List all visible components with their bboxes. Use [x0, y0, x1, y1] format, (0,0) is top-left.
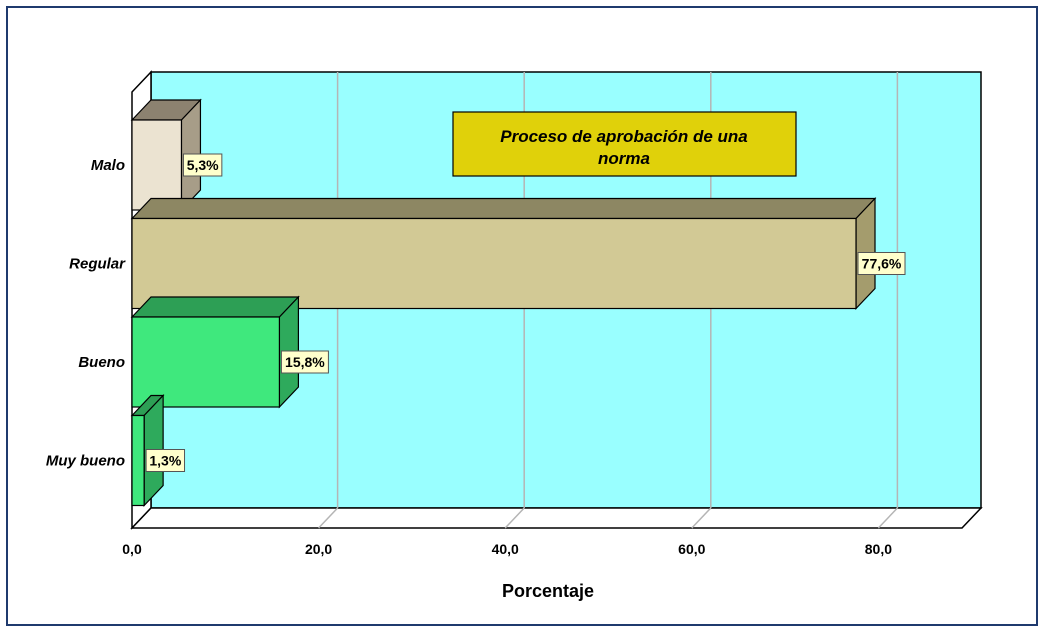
grid-line-floor [504, 507, 525, 529]
category-label: Malo [91, 157, 125, 174]
x-axis-title: Porcentaje [502, 581, 594, 601]
category-label: Muy bueno [46, 453, 125, 470]
bar-front [131, 316, 281, 408]
category-label: Bueno [78, 354, 125, 371]
bars: 5,3% 77,6% 15,8% 1,3% [130, 98, 906, 508]
grid-line-floor [691, 507, 712, 529]
category-label: Regular [69, 256, 126, 273]
title-box [452, 111, 797, 177]
title-line-1: Proceso de aprobación de una [500, 127, 748, 146]
data-label: 15,8% [280, 350, 329, 374]
tick-label: 0,0 [122, 541, 142, 557]
bar: 77,6% [130, 196, 906, 311]
data-label: 77,6% [857, 252, 906, 275]
data-label-text: 1,3% [149, 453, 181, 469]
tick-label: 80,0 [865, 541, 892, 557]
bar-front [131, 217, 857, 310]
category-labels: Malo Regular Bueno Muy bueno [46, 157, 126, 470]
data-label-box [280, 350, 329, 374]
bar-top [130, 197, 877, 220]
bar-front [131, 119, 183, 211]
data-label-text: 5,3% [187, 157, 219, 173]
tick-label: 20,0 [305, 541, 332, 557]
data-label-box [145, 449, 186, 472]
data-label-text: 77,6% [862, 256, 902, 272]
grid-line-floor [318, 507, 339, 529]
bar: 15,8% [130, 295, 329, 409]
data-label-box [182, 153, 223, 177]
chart-title: Proceso de aprobación de una norma [452, 111, 797, 177]
bar-front [131, 414, 145, 507]
data-label-box [857, 252, 906, 275]
tick-label: 40,0 [492, 541, 519, 557]
data-label: 5,3% [182, 153, 223, 177]
data-label-text: 15,8% [285, 354, 325, 370]
data-label: 1,3% [145, 449, 186, 472]
tick-labels: 0,0 20,0 40,0 60,0 80,0 [122, 541, 892, 557]
grid-line-floor [877, 507, 898, 529]
bar: 1,3% [130, 393, 186, 508]
floor [130, 507, 983, 529]
bar: 5,3% [130, 98, 223, 212]
title-line-2: norma [598, 149, 650, 168]
bar-top [130, 296, 300, 318]
tick-label: 60,0 [678, 541, 705, 557]
